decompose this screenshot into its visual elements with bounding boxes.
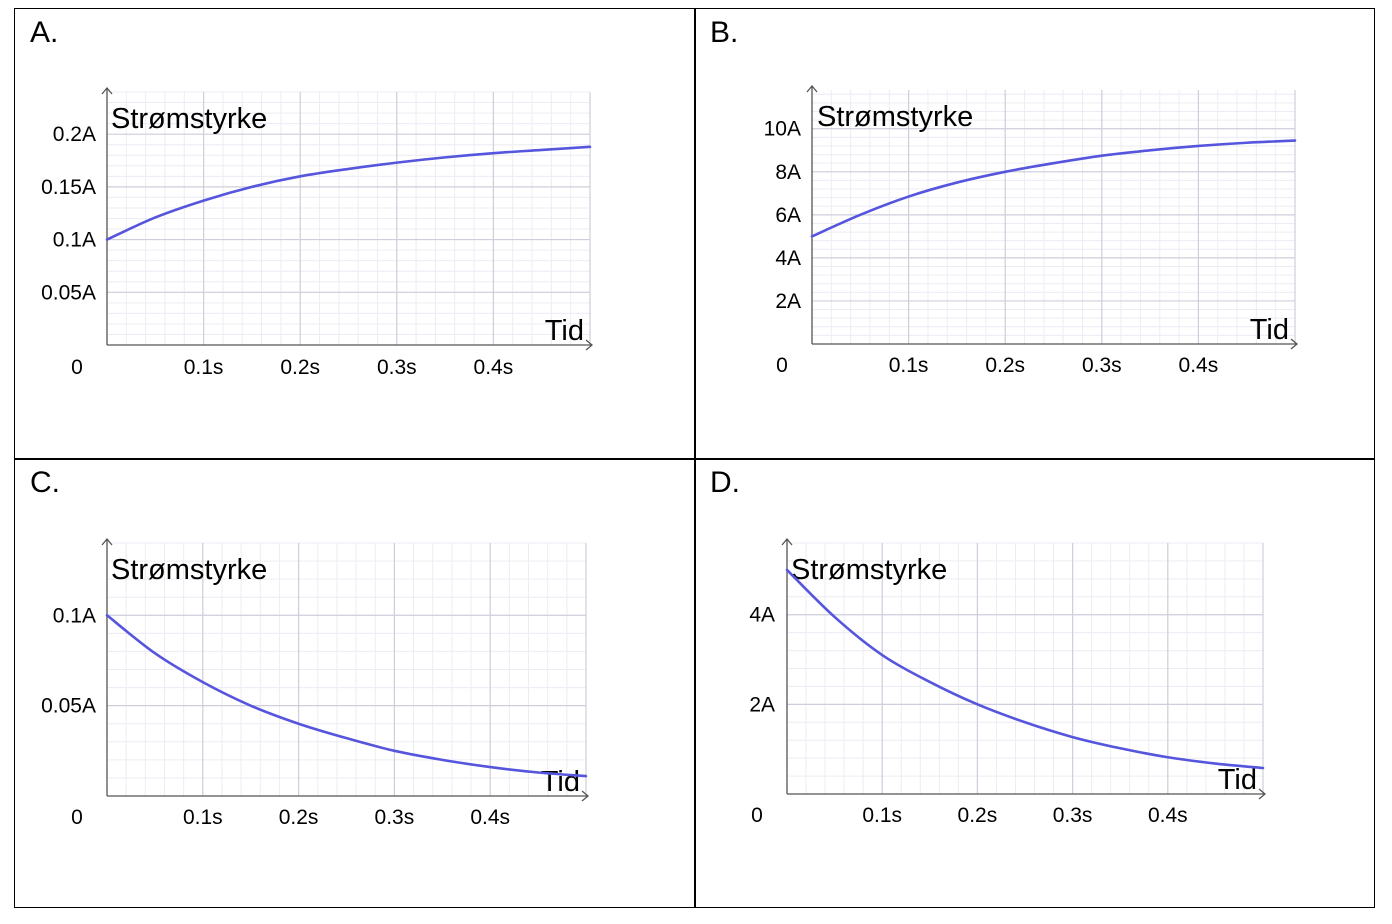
chart-b-y-axis-title: Strømstyrke	[817, 101, 973, 133]
chart-a-y-axis-arrow	[101, 86, 113, 95]
chart-b-x-axis-arrow	[1290, 338, 1299, 350]
chart-c-y-axis-arrow	[101, 537, 113, 546]
chart-c-x-tick-label: 0.1s	[183, 806, 223, 829]
chart-a-y-tick-label: 0.2A	[53, 123, 96, 146]
chart-d-x-tick-label: 0.4s	[1148, 804, 1188, 827]
chart-d-y-axis-title: Strømstyrke	[791, 554, 947, 586]
panel-label-c: C.	[30, 466, 60, 499]
chart-a-x-tick-label: 0.1s	[184, 356, 224, 379]
chart-b-series-line	[810, 139, 1297, 238]
chart-c-y-tick-label: 0.05A	[41, 695, 96, 718]
chart-c-y-tick-label: 0.1A	[53, 604, 96, 627]
chart-b-x-axis-title: Tid	[1250, 314, 1289, 346]
panel-label-a: A.	[30, 16, 59, 49]
chart-b-y-tick-label: 2A	[775, 290, 801, 313]
chart-c-x-tick-label: 0.2s	[279, 806, 319, 829]
chart-d-x-axis-arrow	[1258, 788, 1267, 800]
chart-c-x-axis-title: Tid	[541, 766, 580, 798]
chart-b-origin-label: 0	[776, 354, 788, 377]
chart-a-group: 0.1s 0.2s 0.3s 0.4s 0.05A 0.1A 0.15A 0.2A 0 Strøm…	[41, 86, 594, 379]
chart-a-y-tick-label: 0.15A	[41, 176, 96, 199]
chart-a-origin-label: 0	[71, 356, 83, 379]
panel-label-d: D.	[710, 466, 740, 499]
chart-b-x-tick-label: 0.4s	[1179, 354, 1219, 377]
chart-c-x-axis-arrow	[581, 790, 590, 802]
chart-b-x-tick-label: 0.2s	[985, 354, 1025, 377]
chart-d-y-axis-arrow	[781, 537, 793, 546]
chart-d-origin-label: 0	[751, 804, 763, 827]
chart-a-y-axis-title: Strømstyrke	[111, 103, 267, 135]
chart-a-y-tick-label: 0.1A	[53, 229, 96, 252]
chart-c-y-axis-title: Strømstyrke	[111, 554, 267, 586]
chart-b-x-tick-label: 0.3s	[1082, 354, 1122, 377]
chart-d-y-tick-label: 2A	[749, 693, 775, 716]
chart-d-x-tick-label: 0.2s	[958, 804, 998, 827]
chart-d-group: 0.1s 0.2s 0.3s 0.4s 2A 4A 0 Strømstyrke Tid	[749, 537, 1267, 827]
panel-label-b: B.	[710, 16, 739, 49]
chart-b-y-tick-label: 10A	[764, 118, 801, 141]
chart-a-x-tick-label: 0.3s	[377, 356, 417, 379]
chart-d-x-tick-label: 0.1s	[862, 804, 902, 827]
chart-b-y-tick-label: 6A	[775, 204, 801, 227]
chart-c-x-tick-label: 0.3s	[375, 806, 415, 829]
chart-c-x-tick-label: 0.4s	[470, 806, 510, 829]
chart-b-group: 0.1s 0.2s 0.3s 0.4s 2A 4A 6A 8A 10A 0 Strømstyrke T…	[764, 84, 1299, 377]
chart-b-y-tick-label: 8A	[775, 161, 801, 184]
chart-c-group: 0.1s 0.2s 0.3s 0.4s 0.05A 0.1A 0 Strømstyrke Tid	[41, 537, 590, 829]
chart-d-x-tick-label: 0.3s	[1053, 804, 1093, 827]
chart-c-series-line	[105, 613, 588, 778]
chart-a-series-line	[105, 145, 592, 241]
chart-a-x-tick-label: 0.4s	[474, 356, 514, 379]
chart-a-y-tick-label: 0.05A	[41, 281, 96, 304]
chart-a-x-tick-label: 0.2s	[280, 356, 320, 379]
chart-c-origin-label: 0	[71, 806, 83, 829]
chart-d-y-tick-label: 4A	[749, 604, 775, 627]
chart-d-x-axis-title: Tid	[1218, 764, 1257, 796]
chart-b-y-axis-arrow	[806, 84, 818, 93]
chart-a-x-axis-title: Tid	[545, 315, 584, 347]
chart-b-x-tick-label: 0.1s	[889, 354, 929, 377]
chart-a-x-axis-arrow	[585, 339, 594, 351]
chart-d-series-line	[785, 568, 1265, 770]
grid-horizontal-divider	[14, 458, 1375, 460]
chart-b-y-tick-label: 4A	[775, 247, 801, 270]
